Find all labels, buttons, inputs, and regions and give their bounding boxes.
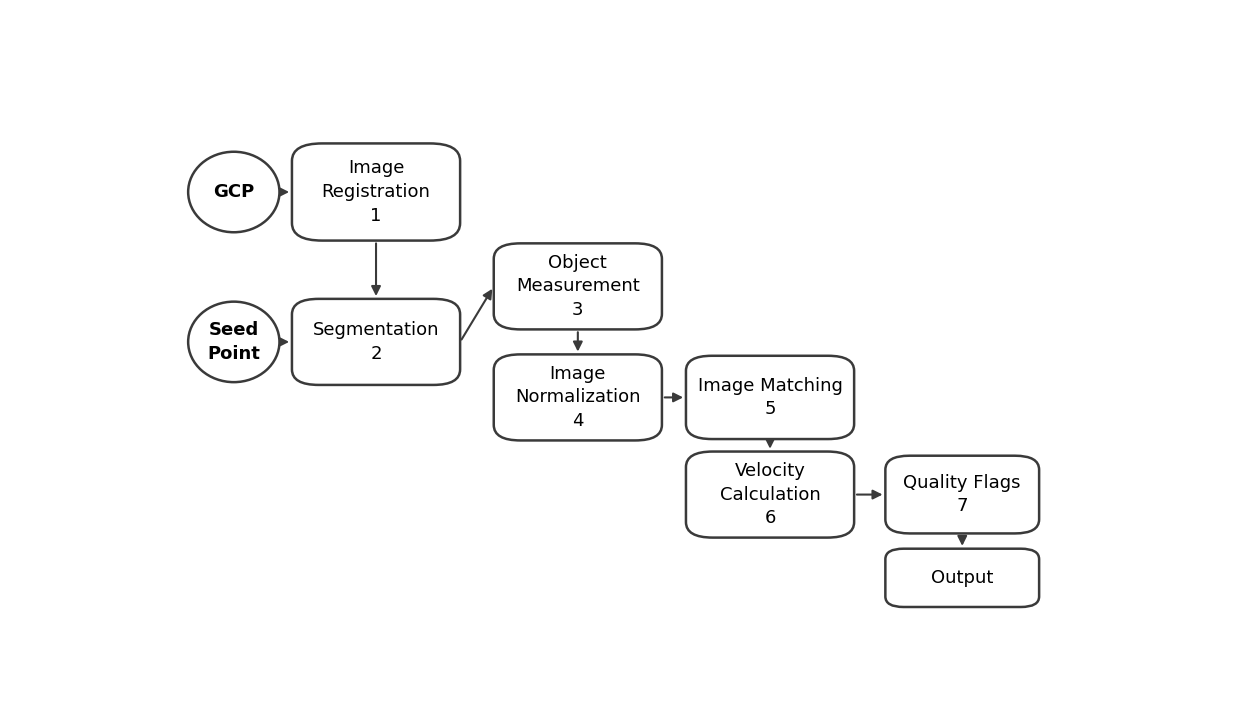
FancyBboxPatch shape (686, 355, 854, 439)
Text: Image Matching
5: Image Matching 5 (698, 376, 842, 418)
FancyBboxPatch shape (494, 355, 662, 441)
Ellipse shape (188, 151, 279, 232)
Text: Segmentation
2: Segmentation 2 (312, 321, 439, 363)
Text: Velocity
Calculation
6: Velocity Calculation 6 (719, 462, 821, 527)
FancyBboxPatch shape (686, 451, 854, 538)
FancyBboxPatch shape (494, 244, 662, 329)
Text: GCP: GCP (213, 183, 254, 201)
Text: Quality Flags
7: Quality Flags 7 (904, 474, 1021, 516)
FancyBboxPatch shape (291, 143, 460, 241)
FancyBboxPatch shape (885, 456, 1039, 534)
Ellipse shape (188, 301, 279, 382)
Text: Output: Output (931, 569, 993, 587)
FancyBboxPatch shape (291, 299, 460, 385)
FancyBboxPatch shape (885, 549, 1039, 607)
Text: Image
Normalization
4: Image Normalization 4 (515, 365, 641, 430)
Text: Seed
Point: Seed Point (207, 321, 260, 363)
Text: Image
Registration
1: Image Registration 1 (321, 159, 430, 225)
Text: Object
Measurement
3: Object Measurement 3 (516, 254, 640, 319)
